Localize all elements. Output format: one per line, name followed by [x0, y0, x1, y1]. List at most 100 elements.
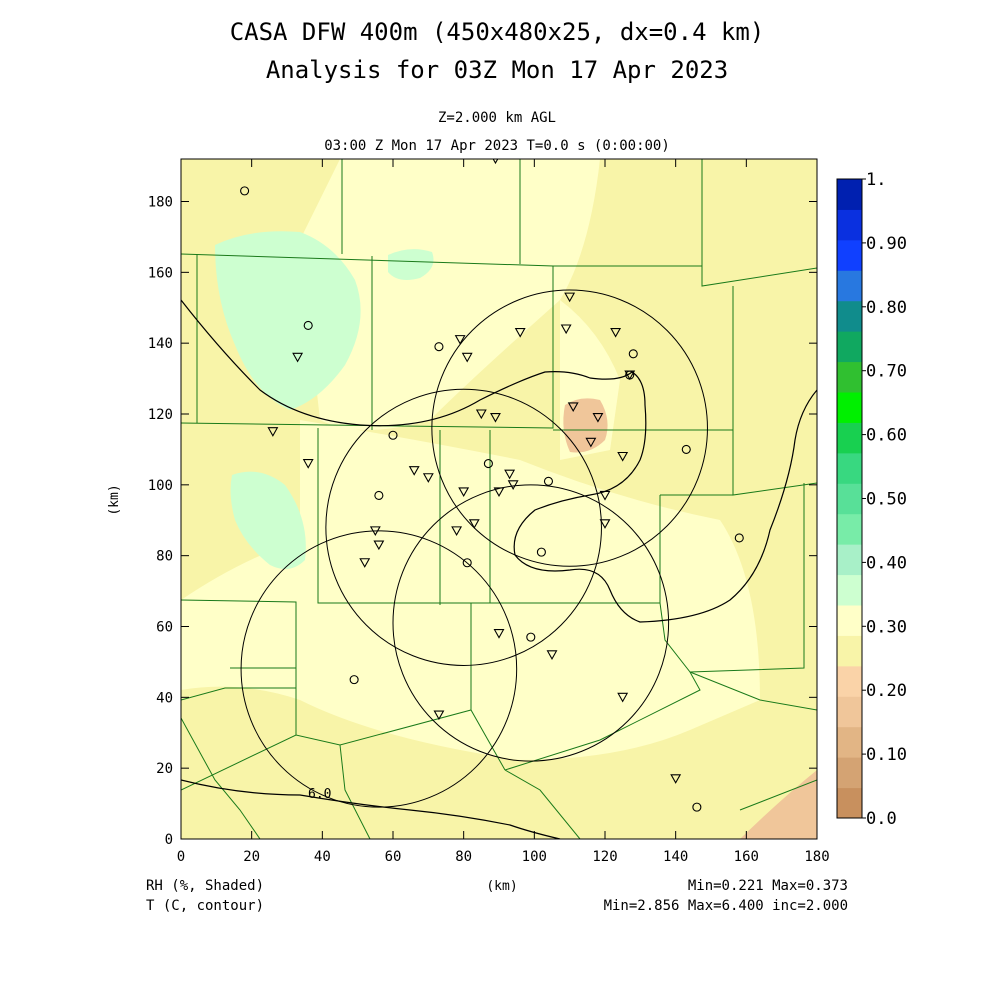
colorbar-swatch	[837, 665, 862, 697]
y-tick-label: 40	[156, 690, 173, 706]
rh-green-region-w	[230, 471, 306, 569]
footer-rh-range: Min=0.221 Max=0.373	[688, 878, 848, 894]
level-label: Z=2.000 km AGL	[438, 110, 556, 126]
colorbar-label: 0.10	[866, 745, 907, 765]
colorbar-swatch	[837, 574, 862, 606]
station-circle-marker	[388, 430, 398, 440]
station-triangle-marker	[475, 409, 487, 420]
y-tick-label: 180	[148, 195, 173, 211]
radar-ring	[325, 388, 602, 666]
colorbar-label: 0.40	[866, 553, 907, 573]
y-tick-label: 120	[148, 407, 173, 423]
y-tick-label: 60	[156, 620, 173, 636]
time-label: 03:00 Z Mon 17 Apr 2023 T=0.0 s (0:00:00…	[324, 138, 670, 154]
rh-light-region-central	[181, 420, 760, 760]
station-circle-marker	[734, 533, 744, 543]
station-triangle-marker	[267, 427, 279, 437]
x-tick-label: 160	[734, 849, 759, 865]
station-circle-marker	[462, 558, 472, 568]
station-circle-marker	[374, 490, 384, 501]
map-plot-area: 6.0	[181, 159, 817, 839]
radar-coverage-rings	[240, 289, 708, 808]
station-triangle-marker	[373, 540, 385, 551]
colorbar-label: 0.80	[866, 298, 907, 318]
station-triangle-marker	[458, 487, 470, 498]
y-axis-label: (km)	[107, 484, 122, 515]
station-triangle-marker	[422, 473, 434, 483]
station-triangle-marker	[451, 526, 463, 536]
station-triangle-marker	[585, 437, 597, 448]
station-triangle-marker	[670, 774, 682, 784]
x-tick-label: 180	[804, 849, 829, 865]
station-triangle-marker	[408, 466, 420, 476]
y-tick-label: 80	[156, 549, 173, 565]
station-triangle-marker	[564, 292, 576, 303]
x-axis: 0 20 40 60 80 100 120 140 160 180	[177, 159, 830, 865]
colorbar-swatch	[837, 726, 862, 758]
station-triangle-marker	[560, 324, 572, 335]
station-circle-marker	[303, 320, 313, 331]
station-triangle-marker	[490, 412, 501, 423]
y-tick-label: 100	[148, 478, 173, 494]
station-circle-marker	[434, 342, 444, 352]
colorbar-swatch	[837, 757, 862, 789]
colorbar-swatch	[837, 300, 862, 332]
colorbar-label: 1.	[866, 170, 886, 190]
station-triangle-marker	[493, 629, 505, 639]
station-circle-marker	[625, 370, 635, 380]
y-tick-label: 160	[148, 265, 173, 281]
station-triangle-marker	[468, 519, 480, 529]
t-contour-south	[181, 779, 561, 839]
x-tick-label: 0	[177, 849, 185, 865]
colorbar-label: 0.60	[866, 426, 907, 446]
footer-t-range: Min=2.856 Max=6.400 inc=2.000	[604, 898, 848, 914]
colorbar-swatch	[837, 239, 862, 271]
colorbar-swatch	[837, 483, 862, 515]
x-tick-label: 20	[243, 849, 260, 865]
radar-ring	[392, 484, 670, 762]
station-triangle-marker	[617, 451, 629, 462]
station-markers	[240, 159, 744, 812]
colorbar-swatch	[837, 605, 862, 636]
title-line1: CASA DFW 400m (450x480x25, dx=0.4 km)	[230, 18, 765, 46]
colorbar-swatch	[837, 696, 862, 728]
y-tick-label: 140	[148, 336, 173, 352]
footer-contour-field: T (C, contour)	[146, 898, 264, 914]
x-tick-label: 80	[455, 849, 472, 865]
station-circle-marker	[536, 547, 546, 557]
y-tick-label: 0	[165, 832, 173, 848]
colorbar-swatch	[837, 270, 862, 302]
colorbar-swatch	[837, 331, 862, 363]
station-triangle-marker	[302, 459, 314, 469]
colorbar-swatch	[837, 513, 862, 545]
radar-ring	[431, 289, 708, 567]
colorbar-swatch	[837, 787, 862, 819]
y-axis: 0 20 40 60 80 100 120 140 160 180	[148, 195, 817, 848]
colorbar-label: 0.20	[866, 681, 907, 701]
station-triangle-marker	[433, 710, 445, 721]
x-tick-label: 40	[314, 849, 331, 865]
colorbar-label: 0.0	[866, 809, 897, 829]
station-triangle-marker	[507, 480, 519, 490]
colorbar-swatch	[837, 635, 862, 667]
station-triangle-marker	[546, 650, 558, 660]
y-tick-label: 20	[156, 761, 173, 777]
station-triangle-marker	[369, 526, 381, 536]
station-circle-marker	[543, 476, 554, 486]
station-triangle-marker	[461, 352, 473, 363]
station-circle-marker	[349, 675, 359, 685]
rh-green-region-n	[388, 249, 434, 280]
x-tick-label: 120	[592, 849, 617, 865]
plot-frame	[180, 158, 818, 840]
colorbar-swatch	[837, 452, 862, 484]
footer-shaded-field: RH (%, Shaded)	[146, 878, 264, 894]
station-triangle-marker	[493, 487, 505, 498]
station-triangle-marker	[610, 327, 622, 338]
station-circle-marker	[240, 186, 250, 196]
title-line2: Analysis for 03Z Mon 17 Apr 2023	[266, 56, 728, 84]
colorbar-label: 0.70	[866, 362, 907, 382]
colorbar-swatch	[837, 544, 862, 576]
station-circle-marker	[628, 349, 638, 359]
rh-light-region-north	[300, 159, 600, 430]
station-triangle-marker	[599, 519, 611, 529]
